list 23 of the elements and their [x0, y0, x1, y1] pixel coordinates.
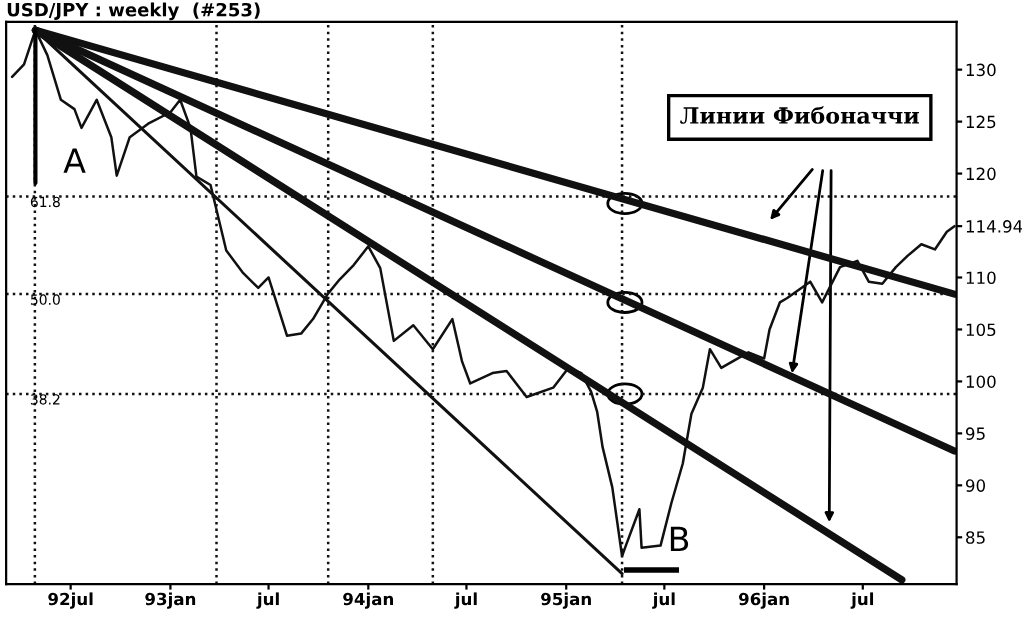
- y-tick-label: 105: [966, 323, 996, 337]
- x-tick-label: jul: [850, 592, 874, 609]
- annotation: Линии Фибоначчи: [680, 106, 920, 124]
- y-tick-label: 100: [966, 375, 996, 388]
- chart-title: USD/JPY : weekly (#253): [7, 2, 260, 21]
- y-tick-label: 90: [965, 479, 986, 492]
- y-tick-label: 114.94: [966, 220, 1022, 233]
- y-tick-label: 130: [966, 63, 996, 77]
- x-tick-label: 93jan: [145, 592, 196, 609]
- x-tick-label: jul: [652, 592, 675, 609]
- annotation: B: [670, 526, 689, 552]
- y-tick-label: 95: [965, 427, 985, 440]
- y-tick-label: 120: [966, 167, 996, 181]
- x-tick-label: 95jan: [541, 592, 591, 609]
- x-tick-label: jul: [454, 592, 477, 609]
- x-tick-label: 96jan: [738, 592, 789, 609]
- y-tick-label: 125: [966, 115, 996, 129]
- y-tick-label: 85: [966, 531, 985, 544]
- y-tick-label: 110: [966, 271, 996, 285]
- x-tick-label: 94jan: [343, 592, 394, 609]
- x-tick-label: 92jul: [48, 592, 93, 609]
- x-tick-label: jul: [256, 592, 279, 609]
- annotation: A: [63, 148, 86, 173]
